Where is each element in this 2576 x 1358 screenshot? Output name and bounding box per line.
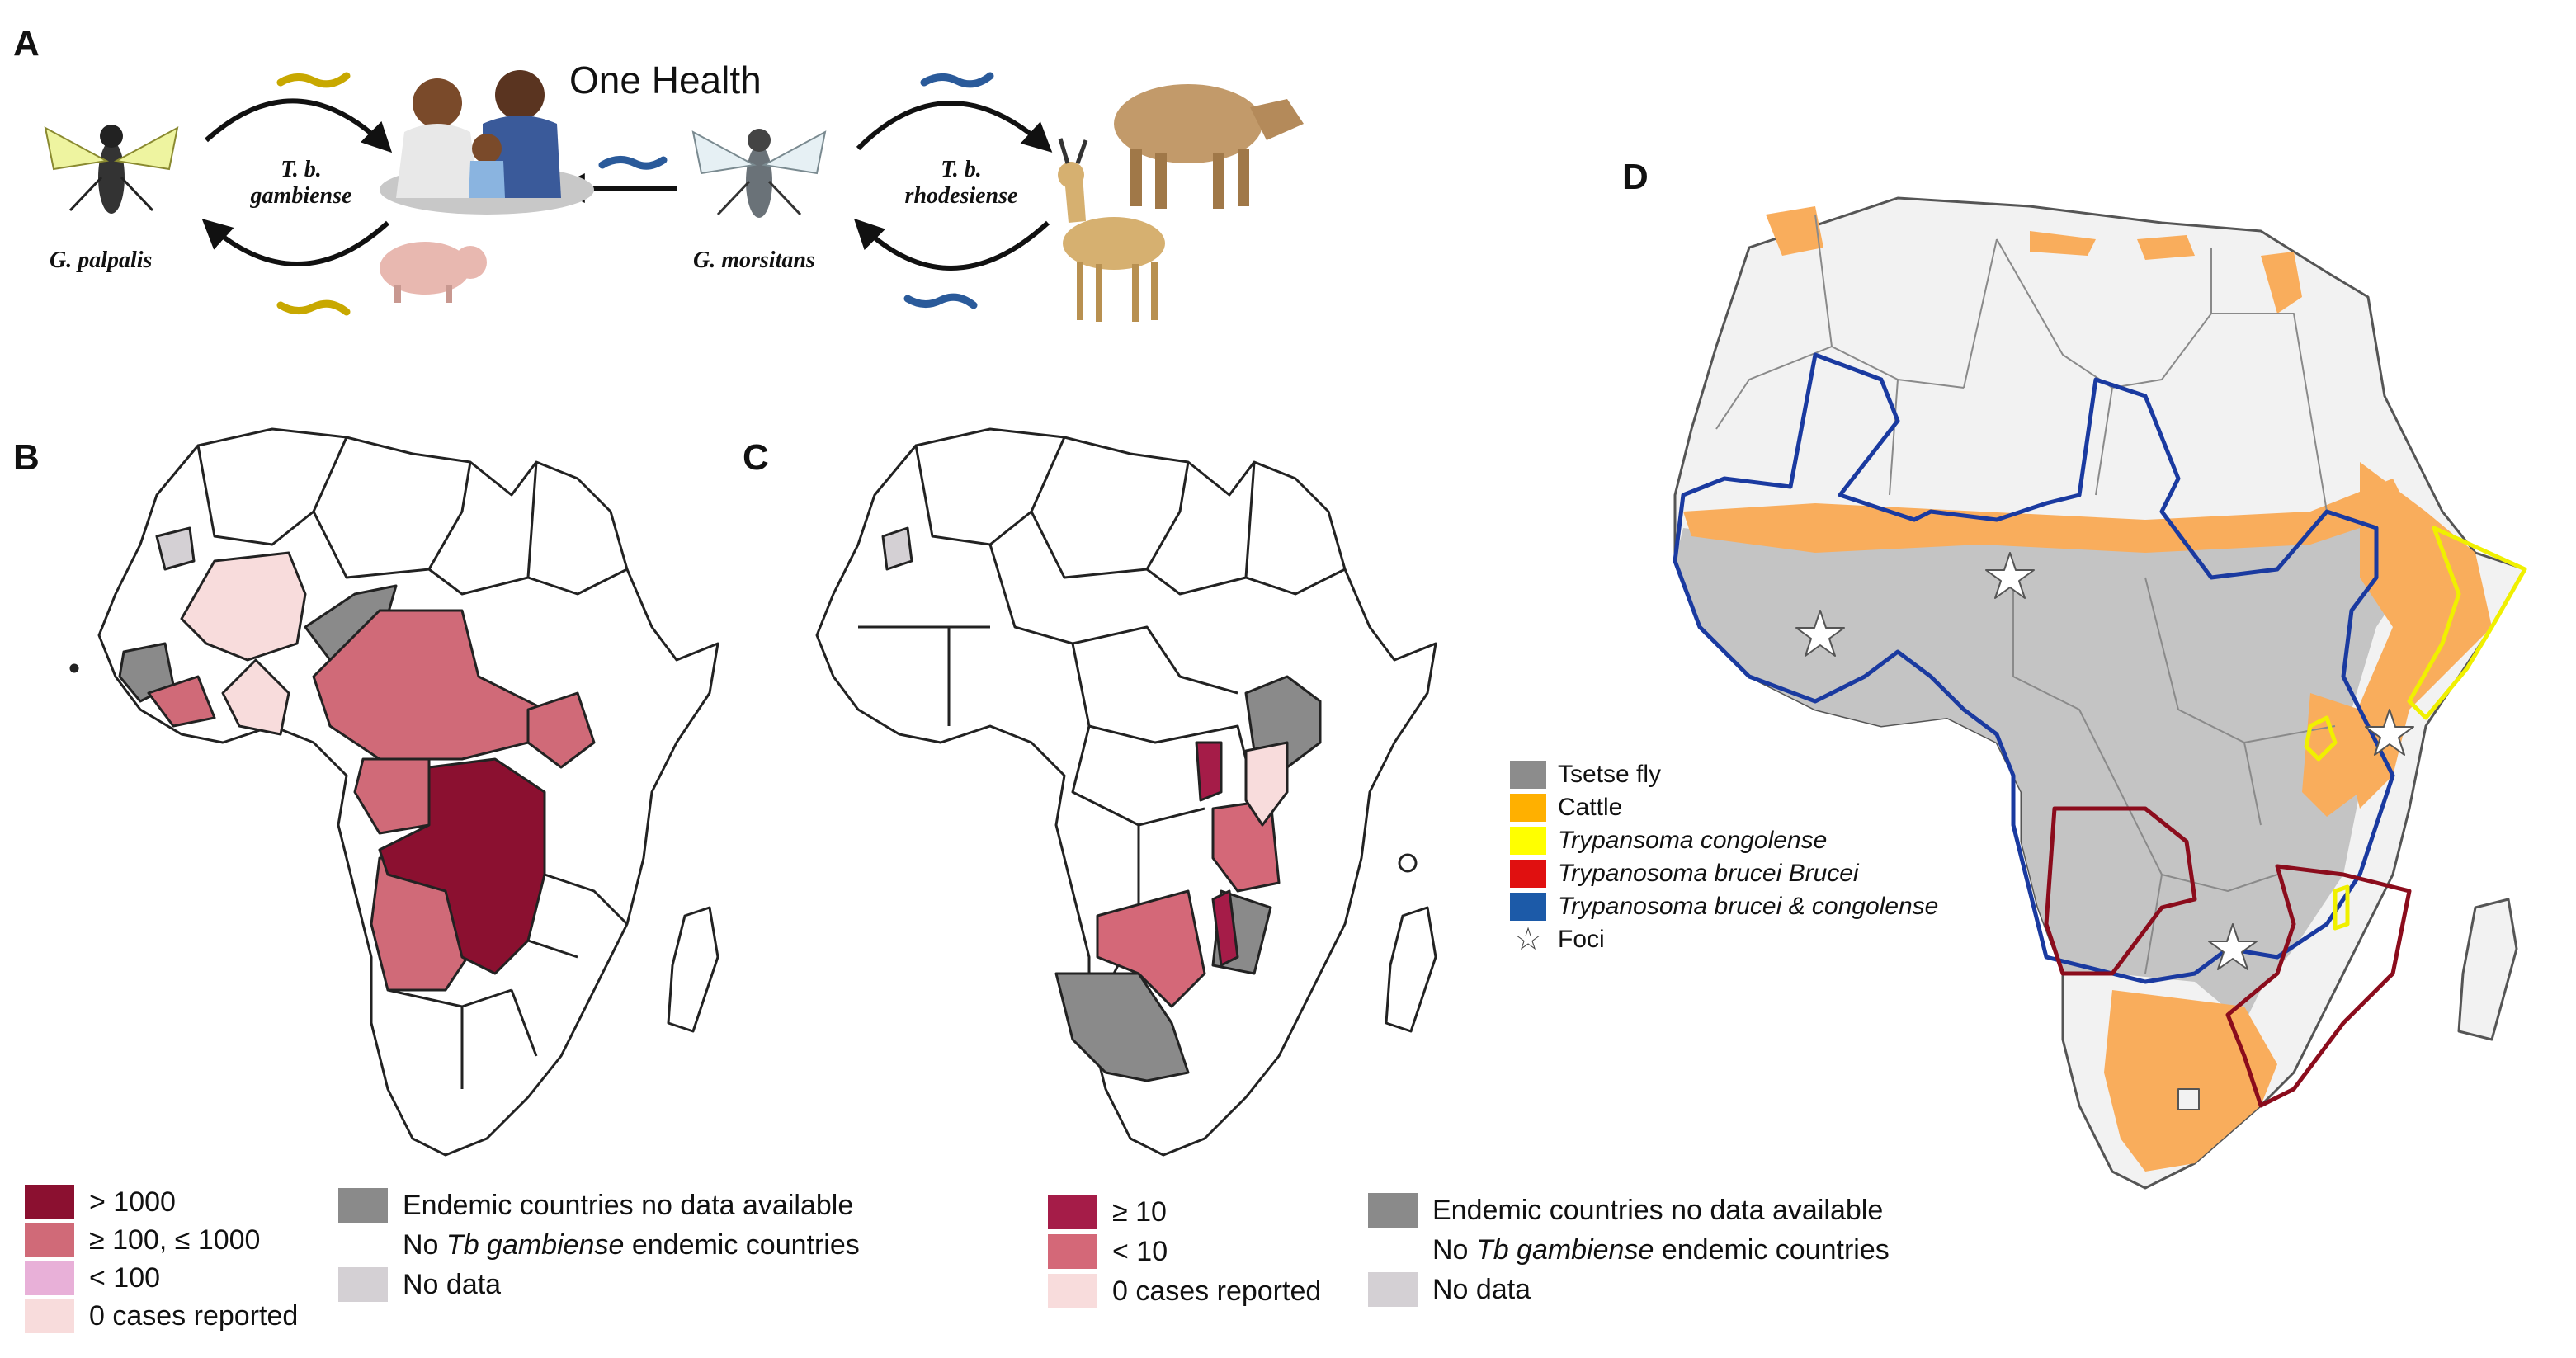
antelope-icon	[1058, 138, 1165, 322]
cow-icon	[1114, 84, 1304, 209]
legend-label: > 1000	[89, 1186, 176, 1218]
legend-label: ≥ 100, ≤ 1000	[89, 1224, 261, 1256]
legend-item: Endemic countries no data available	[1368, 1193, 1883, 1228]
legend-item: Cattle	[1510, 794, 1622, 822]
vector-label-palpalis: G. palpalis	[50, 248, 153, 273]
legend-item: Tsetse fly	[1510, 761, 1661, 789]
continent-outline	[815, 427, 1437, 1157]
legend-item: No Tb gambiense endemic countries	[338, 1228, 860, 1262]
map-c	[815, 427, 1437, 1157]
legend-label: < 100	[89, 1261, 161, 1294]
parasite-icon	[276, 72, 994, 316]
legend-item: No Tb gambiense endemic countries	[1368, 1233, 1890, 1267]
legend-label: 0 cases reported	[1112, 1275, 1322, 1307]
cycle-label-rhodesiense: T. b. rhodesiense	[904, 157, 1018, 209]
boundary-congolense	[2407, 526, 2527, 720]
legend-item-foci: ☆ Foci	[1510, 922, 1605, 957]
region-zero-cases	[1244, 741, 1289, 827]
legend-item: Trypansoma congolense	[1510, 827, 1827, 855]
legend-label: Endemic countries no data available	[1432, 1194, 1884, 1226]
madagascar-outline	[667, 906, 719, 1033]
legend-swatch	[1510, 761, 1546, 789]
human-family-icon	[380, 70, 594, 215]
legend-label: No data	[403, 1268, 502, 1300]
boundary-brucei-congolense	[1673, 352, 2395, 984]
legend-item: < 10	[1048, 1234, 1168, 1269]
cycle-arrow-bottom-right	[853, 218, 1050, 271]
legend-swatch	[25, 1223, 74, 1257]
legend-item: > 1000	[25, 1185, 176, 1219]
region-over-1000	[378, 757, 546, 975]
legend-label: Cattle	[1558, 794, 1623, 821]
legend-swatch	[25, 1299, 74, 1333]
madagascar-outline	[1385, 906, 1437, 1033]
vector-label-morsitans: G. morsitans	[693, 248, 815, 273]
legend-swatch	[1048, 1234, 1097, 1269]
legend-label: Tsetse fly	[1558, 761, 1662, 788]
legend-swatch	[25, 1185, 74, 1219]
panel-label-c: C	[743, 437, 769, 478]
legend-swatch	[1510, 794, 1546, 822]
madagascar-outline	[2457, 898, 2518, 1041]
legend-item: Trypanosoma brucei & congolense	[1510, 893, 1938, 921]
legend-swatch	[1368, 1193, 1418, 1228]
legend-label: Trypanosoma brucei & congolense	[1558, 893, 1939, 920]
boundary-brucei-brucei	[2044, 806, 2412, 1108]
legend-label: Foci	[1558, 926, 1605, 953]
legend-label: Trypansoma congolense	[1558, 827, 1828, 854]
legend-swatch	[1368, 1272, 1418, 1307]
one-health-title: One Health	[569, 59, 762, 101]
legend-label: No Tb gambiense endemic countries	[403, 1228, 860, 1261]
legend-label: No Tb gambiense endemic countries	[1432, 1233, 1890, 1266]
legend-swatch	[338, 1267, 388, 1302]
legend-item: Trypanosoma brucei Brucei	[1510, 860, 1859, 888]
map-d	[1673, 196, 2527, 1190]
legend-item: ≥ 10	[1048, 1195, 1167, 1229]
legend-swatch	[1368, 1233, 1418, 1267]
legend-item: < 100	[25, 1261, 160, 1295]
legend-swatch	[25, 1261, 74, 1295]
star-icon: ☆	[1513, 922, 1543, 957]
region-10-plus	[1195, 741, 1223, 802]
panel-label-a: A	[13, 23, 40, 64]
legend-label: < 10	[1112, 1235, 1168, 1267]
map-b	[69, 427, 719, 1157]
panel-a-illustration	[44, 70, 1304, 322]
legend-item: ≥ 100, ≤ 1000	[25, 1223, 260, 1257]
tsetse-fly-icon	[44, 125, 179, 214]
legend-item: Endemic countries no data available	[338, 1188, 853, 1223]
legend-item: No data	[338, 1267, 501, 1302]
region-cattle	[1683, 479, 2409, 553]
legend-label: Endemic countries no data available	[403, 1189, 854, 1221]
legend-label: ≥ 10	[1112, 1195, 1167, 1228]
region-100-1000	[312, 609, 546, 761]
legend-label: No data	[1432, 1273, 1531, 1305]
legend-item: No data	[1368, 1272, 1531, 1307]
legend-label: Trypanosoma brucei Brucei	[1558, 860, 1859, 887]
legend-swatch	[1048, 1274, 1097, 1308]
tsetse-fly-icon	[691, 129, 827, 218]
legend-item: 0 cases reported	[25, 1299, 298, 1333]
legend-swatch	[338, 1188, 388, 1223]
panel-label-b: B	[13, 437, 40, 478]
panel-label-d: D	[1622, 157, 1649, 197]
foci-star-icon	[1795, 552, 2414, 970]
legend-swatch	[1510, 860, 1546, 888]
cycle-arrow-bottom-left	[201, 219, 390, 266]
legend-label: 0 cases reported	[89, 1299, 299, 1332]
region-tsetse-fly	[1675, 512, 2409, 1023]
region-zero-cases	[180, 551, 307, 662]
legend-swatch	[1510, 827, 1546, 855]
legend-swatch	[338, 1228, 388, 1262]
cycle-arrow-top-left	[204, 98, 393, 153]
legend-item: 0 cases reported	[1048, 1274, 1321, 1308]
legend-swatch	[1048, 1195, 1097, 1229]
legend-swatch	[1510, 893, 1546, 921]
cycle-arrow-top-right	[856, 101, 1053, 153]
cycle-label-gambiense: T. b. gambiense	[250, 157, 352, 209]
pig-icon	[380, 242, 487, 303]
